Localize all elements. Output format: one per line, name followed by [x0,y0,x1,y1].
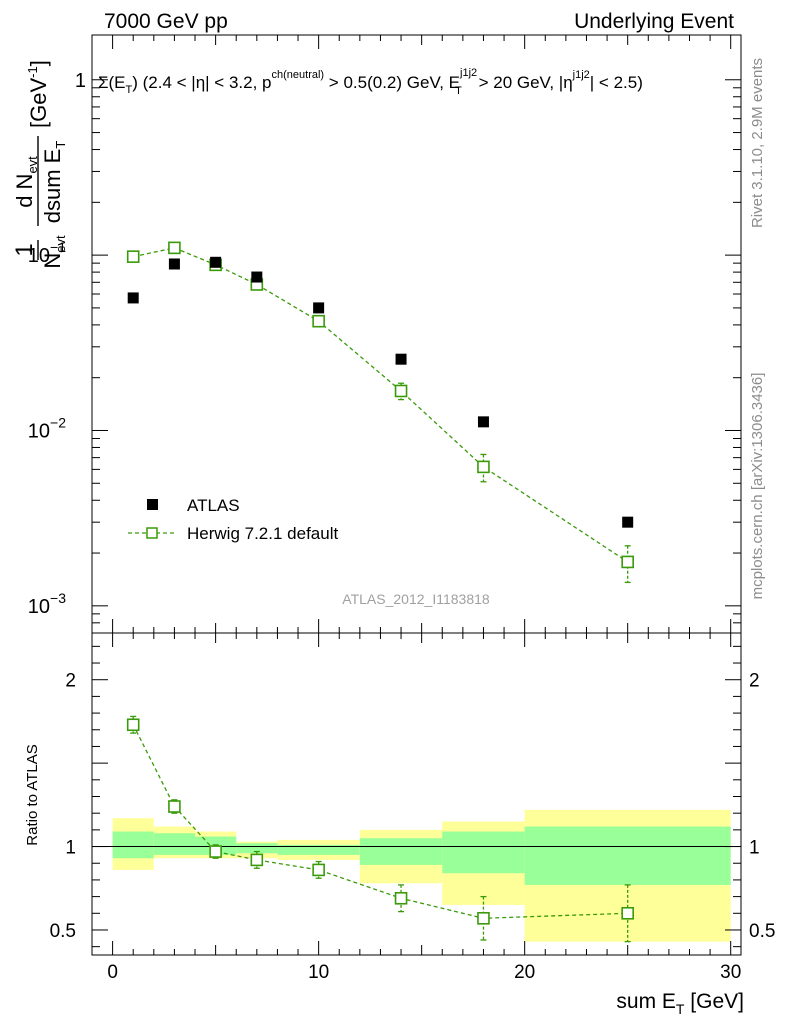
analysis-watermark: ATLAS_2012_I1183818 [342,591,490,607]
main-ytick-exp: −3 [50,590,66,606]
atlas-point [395,353,407,365]
ratio-herwig-point [312,863,325,877]
x-tick-label-3: 30 [720,962,741,983]
legend-herwig-marker [146,527,158,539]
ratio-herwig-point [126,718,140,732]
ratio-herwig-line [132,724,628,919]
main-ytick-base: 10 [28,420,50,442]
main-frame [91,34,742,634]
main-ylabel: 1 Nevt d Nevt dsum ET [GeV-1] [11,60,68,268]
atlas-point [313,302,325,314]
ratio-band-green-3 [236,843,278,854]
ratio-herwig-point [209,845,222,858]
main-ytick-label-2: 10−2 [28,414,66,442]
ratio-band-green-6 [442,831,525,874]
ratio-ytick-label-right-1: 1 [749,838,760,859]
ratio-ytick-label-right-2: 2 [749,671,760,692]
main-plot-area: 110−110−210−3 [28,34,742,634]
mcplots-label: mcplots.cern.ch [arXiv:1306.3436] [749,373,766,600]
ratio-herwig-point [394,891,408,905]
atlas-point [251,271,263,283]
xlabel: sum ET [GeV] [616,990,744,1017]
main-ytick-label-1: 10−1 [28,239,66,267]
x-tick-label-2: 20 [514,962,535,983]
legend-atlas-label: ATLAS [187,496,240,515]
ratio-herwig-point [621,906,634,920]
legend-atlas-marker [147,499,158,510]
ylabel-one: 1 [11,243,38,256]
atlas-point [622,516,634,528]
main-ytick-exp: −2 [50,414,66,430]
herwig-point [394,384,408,398]
main-ytick-label-0: 1 [75,70,86,92]
ratio-band-green-4 [277,844,360,855]
main-title: Σ(ET) (2.4 < |η| < 3.2, pch(neutral) > 0… [98,67,643,97]
ratio-band-green-5 [359,838,443,865]
main-ytick-base: 10 [28,245,50,267]
atlas-point [127,292,139,304]
ratio-ytick-label-right-0: 0.5 [749,921,775,942]
ylabel-unit: [GeV-1] [25,60,51,128]
ratio-ytick-label-1: 1 [65,838,76,859]
atlas-point [477,416,489,428]
x-tick-label-0: 0 [107,962,118,983]
herwig-point [168,241,181,255]
main-ytick-label-3: 10−3 [28,590,66,618]
ylabel-nevt: Nevt [40,235,68,269]
legend: ATLAS Herwig 7.2.1 default [128,496,338,543]
ratio-herwig-point [168,800,181,813]
ratio-herwig-point [477,911,490,925]
x-tick-label-1: 10 [308,962,329,983]
header-right: Underlying Event [574,10,734,33]
ratio-band-green-0 [112,831,154,859]
ratio-ytick-label-2: 2 [65,671,76,692]
herwig-point [621,555,634,569]
legend-herwig-label: Herwig 7.2.1 default [187,524,338,543]
ratio-ylabel: Ratio to ATLAS [24,744,41,845]
ratio-plot-area: 0 10 20 30 0.5 0.5 1 1 2 2 [50,632,775,983]
ratio-ytick-label-0: 0.5 [50,921,76,942]
ratio-band-green-7 [524,826,731,885]
main-ytick-base: 10 [28,596,50,618]
ylabel-dn: d Nevt [12,156,40,208]
main-ytick-base: 1 [75,70,86,92]
atlas-point [168,258,180,270]
ratio-band-green-1 [153,833,196,855]
ratio-frame [91,632,742,956]
rivet-label: Rivet 3.1.10, 2.9M events [749,58,766,228]
ylabel-dsum: dsum ET [40,141,68,224]
herwig-line [133,247,629,563]
main-ytick-exp: −1 [50,239,66,255]
ratio-herwig-point [250,853,264,867]
herwig-point [312,314,325,328]
herwig-point [126,250,140,263]
herwig-point [477,460,490,474]
header-left: 7000 GeV pp [104,10,228,33]
atlas-point [210,256,222,268]
